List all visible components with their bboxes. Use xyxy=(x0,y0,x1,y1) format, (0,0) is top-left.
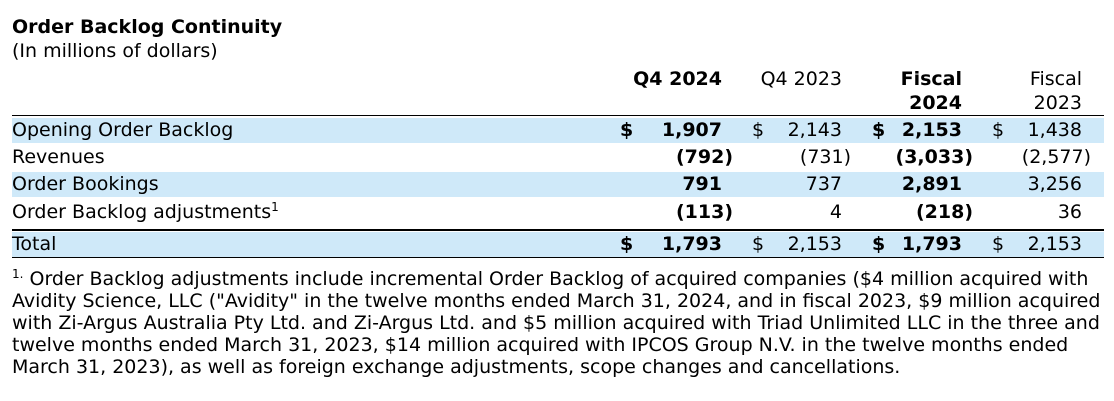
col-header-fiscal-2024-line2: 2024 xyxy=(909,92,962,114)
col-header-fiscal-2024-line1: Fiscal xyxy=(900,68,962,90)
value-q4-2024: 791 xyxy=(682,173,722,195)
value-q4-2024: (113) xyxy=(675,201,733,223)
value-q4-2024: 1,907 xyxy=(661,119,722,141)
value-q4-2023: 737 xyxy=(805,173,842,195)
footnote: 1. Order Backlog adjustments include inc… xyxy=(12,268,1107,378)
value-fiscal-2023: 1,438 xyxy=(1027,119,1082,141)
value-q4-2023: 4 xyxy=(829,201,842,223)
row-label: Order Bookings xyxy=(12,173,159,195)
currency-symbol: $ xyxy=(752,233,765,255)
table-row: Order Bookings 791 737 2,891 3,256 xyxy=(12,172,1104,197)
currency-symbol: $ xyxy=(620,119,634,141)
currency-symbol: $ xyxy=(992,233,1005,255)
value-fiscal-2024: 1,793 xyxy=(901,233,962,255)
col-header-fiscal-2023-line2: 2023 xyxy=(1033,92,1082,114)
table-row: Order Backlog adjustments1 (113) 4 (218)… xyxy=(12,200,1104,225)
table-title: Order Backlog Continuity xyxy=(12,16,283,38)
value-fiscal-2024: (3,033) xyxy=(895,146,973,168)
value-fiscal-2023: 2,153 xyxy=(1027,233,1082,255)
footnote-ref: 1 xyxy=(271,200,279,214)
row-label: Opening Order Backlog xyxy=(12,119,234,141)
value-q4-2023: 2,143 xyxy=(787,119,842,141)
value-q4-2024: 1,793 xyxy=(661,233,722,255)
value-fiscal-2024: (218) xyxy=(915,201,973,223)
col-header-q4-2023: Q4 2023 xyxy=(760,68,842,90)
row-label: Revenues xyxy=(12,146,105,168)
table-row: Revenues (792) (731) (3,033) (2,577) xyxy=(12,145,1104,170)
value-q4-2023: (731) xyxy=(799,146,851,168)
value-fiscal-2024: 2,153 xyxy=(901,119,962,141)
value-fiscal-2023: (2,577) xyxy=(1021,146,1091,168)
value-fiscal-2023: 3,256 xyxy=(1027,173,1082,195)
footnote-marker: 1. xyxy=(12,267,24,281)
header-rule xyxy=(12,115,1104,116)
currency-symbol: $ xyxy=(992,119,1005,141)
currency-symbol: $ xyxy=(752,119,765,141)
row-label: Order Backlog adjustments1 xyxy=(12,200,279,225)
currency-symbol: $ xyxy=(872,233,886,255)
total-rule xyxy=(12,229,1104,231)
row-label: Total xyxy=(12,233,57,255)
value-fiscal-2023: 36 xyxy=(1057,201,1082,223)
footnote-text: Order Backlog adjustments include increm… xyxy=(12,268,1101,378)
currency-symbol: $ xyxy=(620,233,634,255)
value-q4-2024: (792) xyxy=(675,146,733,168)
col-header-fiscal-2023: Fiscal 2023 xyxy=(960,67,1082,115)
value-fiscal-2024: 2,891 xyxy=(901,173,962,195)
table-row: Opening Order Backlog $ 1,907 $ 2,143 $ … xyxy=(12,118,1104,143)
table-row-total: Total $ 1,793 $ 2,153 $ 1,793 $ 2,153 xyxy=(12,232,1104,257)
col-header-fiscal-2024: Fiscal 2024 xyxy=(840,67,962,115)
row-label-text: Order Backlog adjustments xyxy=(12,201,272,223)
col-header-fiscal-2023-line1: Fiscal xyxy=(1029,68,1082,90)
col-header-q4-2024: Q4 2024 xyxy=(633,68,722,90)
currency-symbol: $ xyxy=(872,119,886,141)
table-subtitle: (In millions of dollars) xyxy=(12,40,218,62)
value-q4-2023: 2,153 xyxy=(787,233,842,255)
bottom-rule xyxy=(12,257,1104,258)
